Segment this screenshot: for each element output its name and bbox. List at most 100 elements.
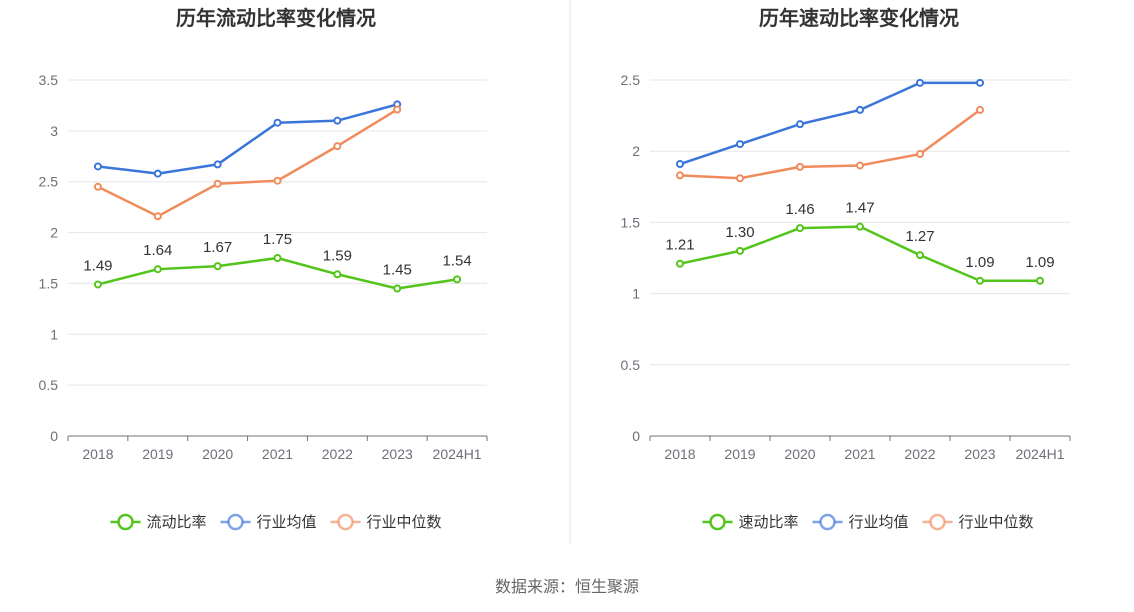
data-point bbox=[796, 224, 804, 233]
y-tick-label: 3.5 bbox=[39, 72, 59, 88]
y-tick-label: 2.5 bbox=[39, 174, 59, 190]
legend-marker bbox=[819, 513, 836, 531]
data-point bbox=[333, 142, 342, 151]
legend-marker bbox=[929, 513, 946, 531]
legend-label: 行业中位数 bbox=[367, 514, 442, 531]
y-tick-label: 0 bbox=[50, 428, 58, 444]
series-line-2 bbox=[97, 103, 398, 175]
data-point bbox=[93, 162, 102, 171]
data-label: 1.27 bbox=[905, 228, 934, 245]
data-point bbox=[273, 118, 282, 127]
data-label: 1.49 bbox=[83, 257, 112, 274]
data-point bbox=[916, 251, 924, 260]
data-label: 1.75 bbox=[263, 231, 292, 248]
y-tick-label: 3 bbox=[50, 123, 58, 139]
x-tick-label: 2024H1 bbox=[1015, 446, 1064, 462]
legend-marker bbox=[117, 513, 134, 531]
legend-item: 流动比率 bbox=[110, 513, 207, 531]
x-tick-label: 2021 bbox=[844, 446, 875, 462]
legend-label: 行业中位数 bbox=[959, 514, 1034, 531]
data-point bbox=[333, 116, 342, 125]
data-point bbox=[273, 176, 282, 185]
y-tick-label: 0.5 bbox=[621, 357, 641, 373]
data-point bbox=[213, 160, 222, 169]
data-point bbox=[736, 174, 744, 183]
legend-item: 速动比率 bbox=[702, 513, 799, 531]
data-point bbox=[153, 169, 162, 178]
y-tick-label: 1.5 bbox=[39, 275, 59, 291]
x-tick-label: 2021 bbox=[262, 446, 293, 462]
data-label: 1.47 bbox=[845, 200, 874, 217]
data-point bbox=[676, 160, 684, 169]
chart-title: 历年流动比率变化情况 bbox=[176, 6, 376, 30]
chart-panel-2: 历年速动比率变化情况 0 0.5 1 1.5 2 2.5 2018 2019 2020 2021 20… bbox=[621, 6, 1071, 531]
legend-item: 行业中位数 bbox=[922, 513, 1034, 531]
chart-panel-1: 历年流动比率变化情况 0 0.5 1 1.5 2 2.5 3 3.5 2018 2019 2020 20… bbox=[39, 6, 488, 531]
x-tick-label: 2018 bbox=[82, 446, 113, 462]
x-tick-label: 2019 bbox=[142, 446, 173, 462]
legend-marker bbox=[337, 513, 354, 531]
legend-label: 速动比率 bbox=[739, 514, 799, 531]
data-label: 1.64 bbox=[143, 242, 172, 259]
chart-title: 历年速动比率变化情况 bbox=[759, 6, 959, 30]
legend-marker bbox=[709, 513, 726, 531]
data-source-text: 数据来源：恒生聚源 bbox=[495, 578, 639, 596]
x-tick-label: 2022 bbox=[322, 446, 353, 462]
legend-label: 行业均值 bbox=[849, 514, 909, 531]
series-line-3 bbox=[679, 108, 981, 180]
y-tick-label: 1.5 bbox=[621, 214, 641, 230]
data-point bbox=[976, 276, 984, 285]
data-point bbox=[856, 105, 864, 114]
data-point bbox=[796, 120, 804, 129]
data-point bbox=[796, 162, 804, 171]
legend-label: 行业均值 bbox=[257, 514, 317, 531]
legend-item: 行业均值 bbox=[812, 513, 909, 531]
data-point bbox=[153, 212, 162, 221]
data-point bbox=[976, 105, 984, 114]
data-label: 1.09 bbox=[965, 254, 994, 271]
data-label: 1.54 bbox=[442, 252, 471, 269]
series-line-3 bbox=[97, 108, 398, 218]
data-point bbox=[453, 275, 462, 284]
data-label: 1.45 bbox=[383, 262, 412, 279]
y-tick-label: 2 bbox=[632, 143, 640, 159]
legend-item: 行业中位数 bbox=[330, 513, 442, 531]
data-label: 1.67 bbox=[203, 239, 232, 256]
y-tick-label: 1 bbox=[632, 286, 640, 302]
legend-label: 流动比率 bbox=[147, 514, 207, 531]
data-point bbox=[213, 179, 222, 188]
data-point bbox=[736, 140, 744, 149]
x-tick-label: 2022 bbox=[904, 446, 935, 462]
x-tick-label: 2020 bbox=[784, 446, 815, 462]
y-tick-label: 2.5 bbox=[621, 72, 641, 88]
y-tick-label: 1 bbox=[50, 326, 58, 342]
data-point bbox=[93, 182, 102, 191]
x-tick-label: 2020 bbox=[202, 446, 233, 462]
x-tick-label: 2023 bbox=[964, 446, 995, 462]
data-point bbox=[273, 254, 282, 262]
data-point bbox=[676, 259, 684, 268]
data-label: 1.46 bbox=[785, 201, 814, 218]
x-tick-label: 2019 bbox=[724, 446, 755, 462]
data-point bbox=[1036, 276, 1044, 285]
data-point bbox=[333, 270, 342, 279]
data-label: 1.30 bbox=[725, 224, 754, 241]
data-point bbox=[976, 78, 984, 87]
x-tick-label: 2018 bbox=[664, 446, 695, 462]
data-point bbox=[916, 78, 924, 87]
data-point bbox=[393, 105, 402, 114]
legend-item: 行业均值 bbox=[220, 513, 317, 531]
legend-marker bbox=[227, 513, 244, 531]
x-tick-label: 2023 bbox=[382, 446, 413, 462]
data-label: 1.59 bbox=[323, 247, 352, 264]
data-label: 1.21 bbox=[665, 237, 694, 254]
series-line-2 bbox=[679, 81, 980, 166]
y-tick-label: 2 bbox=[50, 225, 58, 241]
data-point bbox=[93, 280, 102, 289]
data-label: 1.09 bbox=[1025, 254, 1054, 271]
data-point bbox=[916, 150, 924, 159]
data-point bbox=[736, 246, 744, 255]
y-tick-label: 0.5 bbox=[39, 377, 59, 393]
